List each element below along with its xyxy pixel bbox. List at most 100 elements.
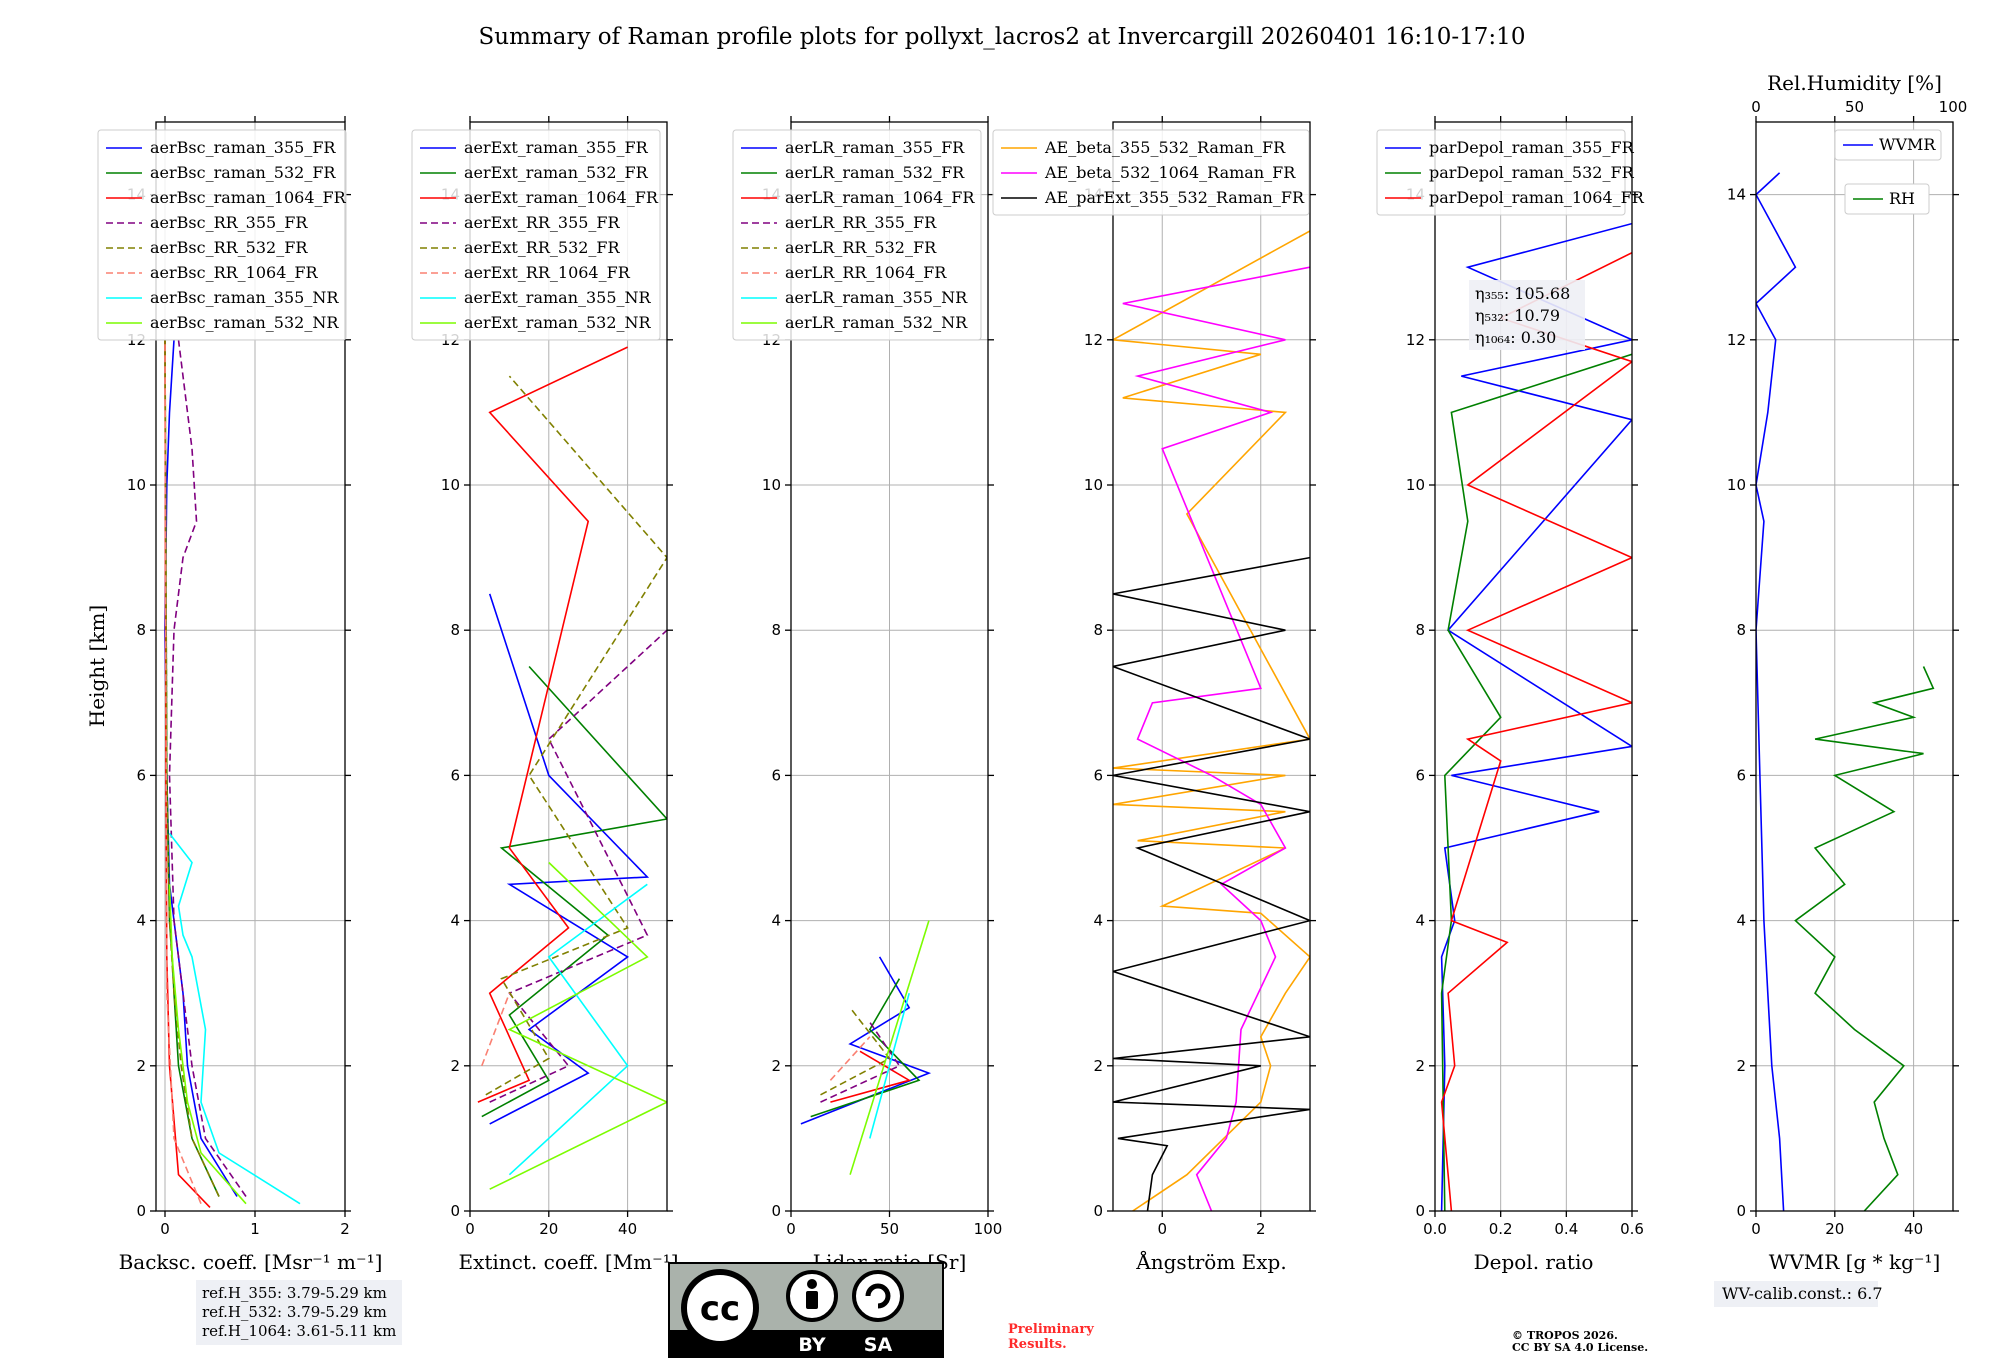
series-line-aerExt_RR_1064_FR [481, 992, 511, 1067]
y-tick-label: 4 [1415, 912, 1425, 930]
series-line-AE_parExt_355_532_Raman_FR [1113, 556, 1310, 1211]
x-tick-label: 0 [1751, 1220, 1761, 1238]
preliminary-note: Preliminary Results. [1008, 1322, 1094, 1352]
legend-entry: aerBsc_RR_355_FR [150, 213, 308, 232]
legend-entry: aerBsc_raman_355_FR [150, 138, 336, 157]
legend-box [1834, 129, 1942, 161]
legend-entry: aerBsc_raman_355_NR [150, 288, 339, 307]
axes-frame [1755, 121, 1954, 1212]
series-line-aerBsc_RR_1064_FR [164, 339, 202, 1205]
x-tick-label: 20 [539, 1220, 558, 1238]
panel-depolarization: 0.00.20.40.602468101214Depol. ratioparDe… [1376, 116, 1645, 1274]
preliminary-line-1: Preliminary [1008, 1322, 1094, 1337]
legend-entry: parDepol_raman_355_FR [1429, 138, 1635, 157]
x-axis-label: Extinct. coeff. [Mm⁻¹] [458, 1250, 678, 1274]
cc-logo-icon [681, 1269, 759, 1347]
axes-frame [155, 121, 346, 1212]
legend-box [1844, 183, 1930, 215]
y-tick-label: 10 [1084, 476, 1103, 494]
y-tick-label: 8 [136, 621, 146, 639]
y-tick-label: 4 [1736, 912, 1746, 930]
x-tick-label: 0 [160, 1220, 170, 1238]
y-tick-label: 12 [1084, 331, 1103, 349]
ref-height-box: ref.H_355: 3.79-5.29 km ref.H_532: 3.79-… [196, 1280, 403, 1345]
legend-entry: aerExt_raman_355_FR [464, 138, 649, 157]
axes-frame [1434, 121, 1633, 1212]
x-tick-label: 20 [1825, 1220, 1844, 1238]
x-tick-label: 0 [465, 1220, 475, 1238]
badge-sa-label: SA [864, 1334, 893, 1356]
y-tick-label: 0 [1093, 1202, 1103, 1220]
y-tick-label: 4 [1093, 912, 1103, 930]
y-tick-label: 8 [1415, 621, 1425, 639]
legend-entry: aerExt_RR_355_FR [464, 213, 621, 232]
y-tick-label: 10 [1406, 476, 1425, 494]
series-line-aerBsc_raman_355_FR [164, 339, 238, 1197]
series-line-WVMR [1756, 172, 1797, 1211]
wv-calib-text: WV-calib.const.: 6.7 [1722, 1284, 1883, 1303]
x-tick-label: 0 [786, 1220, 796, 1238]
eta-value: η₅₃₂: 10.79 [1475, 306, 1560, 325]
x-axis-label: Depol. ratio [1474, 1250, 1594, 1274]
x-axis-label: Ångström Exp. [1135, 1249, 1286, 1274]
panel-angstrom: 0202468101214Ångström Exp.AE_beta_355_53… [992, 116, 1316, 1274]
legend-entry: aerBsc_raman_532_NR [150, 313, 339, 332]
legend-box [97, 129, 347, 341]
legend-box [411, 129, 661, 341]
legend-entry: parDepol_raman_532_FR [1429, 163, 1635, 182]
legend-entry: aerExt_raman_532_NR [464, 313, 652, 332]
legend-entry: parDepol_raman_1064_FR [1429, 188, 1645, 207]
legend-entry: aerBsc_RR_1064_FR [150, 263, 319, 282]
x-tick-label: 50 [880, 1220, 899, 1238]
legend-entry: aerBsc_raman_532_FR [150, 163, 336, 182]
cc-license-badge: cc BY SA [668, 1262, 944, 1358]
x-tick-label: 40 [618, 1220, 637, 1238]
axes-frame [1112, 121, 1311, 1212]
legend-entry: aerLR_RR_532_FR [785, 238, 937, 257]
y-tick-label: 2 [450, 1057, 460, 1075]
y-tick-label: 0 [1415, 1202, 1425, 1220]
y-tick-label: 10 [441, 476, 460, 494]
y-tick-label: 8 [1093, 621, 1103, 639]
legend-entry: WVMR [1879, 135, 1936, 154]
y-tick-label: 0 [450, 1202, 460, 1220]
y-tick-label: 12 [1406, 331, 1425, 349]
series-line-aerLR_raman_532_FR [810, 978, 921, 1118]
x-tick-label: 100 [974, 1220, 1003, 1238]
ref-height-1064: ref.H_1064: 3.61-5.11 km [202, 1322, 397, 1340]
axes-frame [469, 121, 668, 1212]
legend-entry: AE_beta_355_532_Raman_FR [1044, 138, 1286, 157]
series-line-aerExt_raman_532_NR [489, 861, 667, 1190]
y-tick-label: 4 [136, 912, 146, 930]
y-tick-label: 10 [762, 476, 781, 494]
x-tick-label: 40 [1904, 1220, 1923, 1238]
y-tick-label: 0 [1736, 1202, 1746, 1220]
eta-value: η₃₅₅: 105.68 [1475, 284, 1570, 303]
series-line-RH [1794, 666, 1935, 1211]
series-line-aerBsc_raman_532_FR [164, 339, 220, 1197]
y-tick-label: 2 [1736, 1057, 1746, 1075]
x-tick-label: 2 [1256, 1220, 1266, 1238]
top-x-tick-label: 50 [1845, 98, 1864, 116]
panel-backscatter: 01202468101214Backsc. coeff. [Msr⁻¹ m⁻¹]… [97, 116, 383, 1274]
y-tick-label: 8 [450, 621, 460, 639]
series-line-aerBsc_raman_355_NR [168, 833, 301, 1205]
y-tick-label: 6 [771, 766, 781, 784]
series-line-aerExt_RR_355_FR [489, 629, 667, 1103]
legend-entry: aerLR_RR_355_FR [785, 213, 937, 232]
y-tick-label: 14 [1727, 186, 1746, 204]
legend-box [1376, 129, 1626, 216]
series-line-parDepol_raman_1064_FR [1440, 251, 1632, 1211]
x-axis-label: Backsc. coeff. [Msr⁻¹ m⁻¹] [119, 1250, 383, 1274]
series-line-aerLR_raman_532_NR [849, 920, 930, 1175]
y-tick-label: 2 [1415, 1057, 1425, 1075]
top-x-axis-label: Rel.Humidity [%] [1767, 71, 1942, 95]
x-tick-label: 0.6 [1620, 1220, 1644, 1238]
y-tick-label: 8 [771, 621, 781, 639]
y-tick-label: 4 [771, 912, 781, 930]
series-line-aerExt_raman_355_FR [488, 593, 650, 1125]
y-tick-label: 6 [1415, 766, 1425, 784]
panel-water_vapor: 0 20 40 0 2 4 6 8 10 12 14 WVMR [g * kg⁻¹] 0 50 100 Rel… [1714, 71, 1967, 1307]
y-tick-label: 12 [1727, 331, 1746, 349]
legend-entry: aerExt_RR_532_FR [464, 238, 621, 257]
